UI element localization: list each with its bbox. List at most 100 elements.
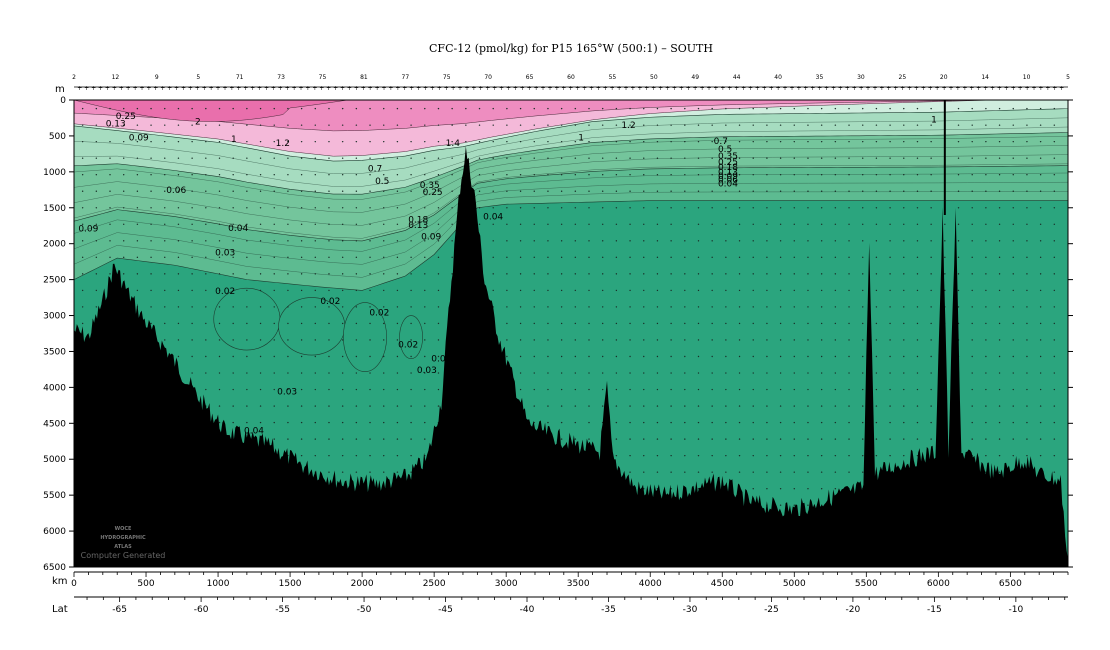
- contour-label: 0.18: [718, 163, 738, 173]
- sample-dot: [656, 207, 659, 209]
- sample-dot: [588, 388, 590, 391]
- sample-dot: [903, 107, 905, 110]
- sample-dot: [437, 372, 440, 374]
- contour-label: 0.04: [244, 426, 264, 436]
- contour-label: 0.25: [116, 112, 136, 122]
- sample-dot: [177, 107, 180, 110]
- sample-dot: [328, 240, 330, 242]
- sample-dot: [506, 223, 508, 225]
- sample-dot: [779, 355, 782, 358]
- sample-dot: [656, 405, 659, 407]
- sample-dot: [971, 174, 973, 176]
- sample-dot: [629, 405, 631, 407]
- sample-dot: [738, 289, 741, 292]
- sample-dot: [1026, 157, 1028, 159]
- sample-dot: [889, 289, 891, 292]
- sample-dot: [875, 454, 878, 457]
- station-marker: +: [216, 85, 221, 92]
- station-marker: +: [817, 85, 822, 92]
- sample-dot: [985, 256, 987, 259]
- sample-dot: [533, 140, 535, 143]
- sample-dot: [314, 140, 316, 143]
- sample-dot: [314, 421, 316, 424]
- sample-dot: [341, 207, 344, 209]
- sample-dot: [1053, 322, 1056, 325]
- station-marker: +: [77, 85, 82, 92]
- sample-dot: [355, 372, 358, 374]
- sample-dot: [957, 107, 960, 110]
- sample-dot: [985, 140, 987, 143]
- sample-dot: [328, 273, 330, 275]
- sample-dot: [711, 207, 713, 209]
- sample-dot: [410, 388, 412, 391]
- sample-dot: [848, 405, 850, 407]
- sample-dot: [711, 306, 713, 308]
- sample-dot: [615, 240, 618, 242]
- sample-dot: [218, 223, 221, 225]
- sample-dot: [779, 438, 782, 440]
- sample-dot: [601, 174, 604, 176]
- sample-dot: [259, 339, 262, 341]
- sample-dot: [506, 124, 508, 126]
- station-marker: +: [105, 85, 110, 92]
- station-marker: +: [236, 85, 241, 92]
- sample-dot: [889, 190, 891, 192]
- sample-dot: [287, 157, 289, 159]
- sample-dot: [903, 388, 905, 391]
- sample-dot: [383, 438, 385, 440]
- sample-dot: [1053, 223, 1056, 225]
- deep-core-3: [343, 302, 387, 372]
- sample-dot: [711, 421, 713, 424]
- sample-dot: [793, 289, 795, 292]
- sample-dot: [656, 140, 659, 143]
- sample-dot: [670, 256, 672, 259]
- sample-dot: [300, 190, 303, 192]
- sample-dot: [95, 256, 98, 259]
- sample-dot: [150, 124, 152, 126]
- sample-dot: [191, 322, 193, 325]
- sample-dot: [341, 174, 344, 176]
- sample-dot: [752, 306, 754, 308]
- station-marker: +: [202, 85, 207, 92]
- sample-dot: [1039, 405, 1042, 407]
- sample-dot: [889, 405, 891, 407]
- sample-dot: [588, 240, 590, 242]
- sample-dot: [738, 174, 741, 176]
- sample-dot: [273, 405, 275, 407]
- sample-dot: [410, 339, 412, 341]
- sample-dot: [560, 322, 563, 325]
- station-marker: +: [693, 85, 698, 92]
- sample-dot: [998, 256, 1001, 259]
- sample-dot: [889, 124, 891, 126]
- sample-dot: [287, 207, 289, 209]
- sample-dot: [300, 438, 303, 440]
- sample-dot: [369, 421, 371, 424]
- sample-dot: [369, 339, 371, 341]
- sample-dot: [971, 256, 973, 259]
- sample-dot: [369, 240, 371, 242]
- sample-dot: [341, 273, 344, 275]
- sample-dot: [807, 140, 809, 143]
- sample-dot: [738, 157, 741, 159]
- sample-dot: [807, 504, 809, 506]
- sample-dot: [492, 140, 494, 143]
- sample-dot: [684, 454, 686, 457]
- sample-dot: [109, 256, 111, 259]
- sample-dot: [314, 157, 316, 159]
- sample-dot: [150, 273, 152, 275]
- sample-dot: [807, 487, 809, 490]
- station-number: 2: [72, 74, 76, 81]
- sample-dot: [451, 273, 453, 275]
- station-marker: +: [596, 85, 601, 92]
- sample-dot: [985, 174, 987, 176]
- station-marker: +: [333, 85, 338, 92]
- sample-dot: [766, 174, 768, 176]
- sample-dot: [848, 124, 850, 126]
- sample-dot: [957, 174, 960, 176]
- sample-dot: [136, 223, 139, 225]
- sample-dot: [684, 240, 686, 242]
- sample-dot: [383, 223, 385, 225]
- sample-dot: [451, 240, 453, 242]
- sample-dot: [259, 388, 262, 391]
- station-number: 75: [443, 74, 451, 81]
